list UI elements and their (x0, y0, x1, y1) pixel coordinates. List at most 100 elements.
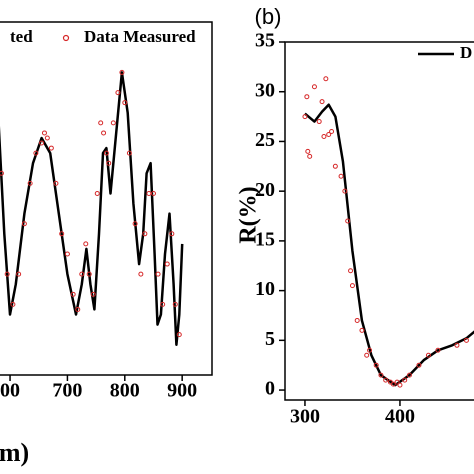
data-point (338, 173, 344, 179)
y-axis-label: R(%) (236, 186, 262, 243)
data-point (110, 120, 116, 126)
data-point (319, 99, 325, 105)
data-point (48, 145, 54, 151)
data-point (21, 221, 27, 227)
data-point (16, 271, 22, 277)
data-point (4, 271, 10, 277)
data-point (311, 84, 317, 90)
y-tick-label: 35 (255, 30, 275, 52)
x-tick-label: 300 (290, 406, 320, 428)
data-point (70, 291, 76, 297)
plot-frame (0, 21, 213, 376)
data-point (59, 231, 65, 237)
legend-label: Data Measured (84, 27, 196, 46)
data-line (0, 71, 184, 346)
plot-frame (284, 41, 474, 401)
legend-label: ted (10, 27, 33, 46)
data-point (75, 306, 81, 312)
y-tick-label: 30 (255, 79, 275, 101)
data-point (119, 69, 125, 75)
data-point (348, 268, 354, 274)
legend-label: D (460, 43, 472, 62)
x-tick-label: 400 (385, 406, 415, 428)
data-point (373, 362, 379, 368)
data-point (342, 188, 348, 194)
panel-label: (b) (255, 4, 282, 29)
data-point (323, 76, 329, 82)
data-point (126, 150, 132, 156)
data-point (367, 347, 373, 353)
x-axis-label: m) (0, 438, 29, 467)
data-point (354, 317, 360, 323)
y-tick-label: 20 (255, 179, 275, 201)
data-point (155, 271, 161, 277)
data-point (321, 133, 327, 139)
data-point (425, 352, 431, 358)
legend-marker (62, 34, 70, 42)
data-point (172, 301, 178, 307)
data-line (304, 103, 474, 387)
data-point (10, 301, 16, 307)
data-point (44, 135, 50, 141)
data-point (146, 190, 152, 196)
data-point (90, 291, 96, 297)
y-tick-label: 5 (265, 328, 275, 350)
x-tick-label: 800 (110, 380, 140, 402)
data-point (115, 90, 121, 96)
data-point (304, 94, 310, 100)
data-point (402, 377, 408, 383)
y-tick-label: 15 (255, 228, 275, 250)
data-point (138, 271, 144, 277)
data-point (416, 362, 422, 368)
data-point (79, 271, 85, 277)
data-point (98, 120, 104, 126)
data-point (64, 251, 70, 257)
data-point (305, 148, 311, 154)
x-tick-label: 900 (167, 380, 197, 402)
data-point (103, 150, 109, 156)
data-point (106, 160, 112, 166)
data-point (307, 153, 313, 159)
data-point (101, 130, 107, 136)
data-point (406, 372, 412, 378)
data-point (329, 129, 335, 134)
data-point (463, 337, 469, 343)
data-point (122, 100, 128, 106)
data-point (397, 382, 403, 388)
data-point (142, 231, 148, 237)
data-point (160, 301, 166, 307)
data-point (150, 190, 156, 196)
data-point (169, 231, 175, 237)
data-point (27, 180, 33, 186)
y-tick-label: 0 (265, 378, 275, 400)
data-point (435, 347, 441, 353)
data-point (94, 190, 100, 196)
data-point (41, 130, 47, 136)
data-point (345, 218, 351, 224)
data-point (164, 261, 170, 267)
data-point (383, 377, 389, 383)
data-point (132, 221, 138, 227)
data-point (53, 180, 59, 186)
x-tick-label: 00 (0, 380, 20, 402)
data-point (390, 381, 396, 387)
data-point (454, 342, 460, 348)
data-point (326, 131, 332, 137)
data-point (83, 241, 89, 247)
data-point (359, 327, 365, 333)
data-point (349, 283, 355, 289)
data-point (86, 271, 92, 277)
data-point (0, 170, 4, 176)
data-point (394, 379, 400, 385)
data-point (33, 150, 39, 156)
x-tick-label: 700 (52, 380, 82, 402)
data-point (332, 163, 338, 169)
data-point (302, 114, 308, 120)
data-point (39, 140, 45, 146)
y-tick-label: 10 (255, 278, 275, 300)
y-tick-label: 25 (255, 129, 275, 151)
data-point (378, 372, 384, 378)
data-point (364, 352, 370, 358)
data-point (316, 119, 322, 125)
